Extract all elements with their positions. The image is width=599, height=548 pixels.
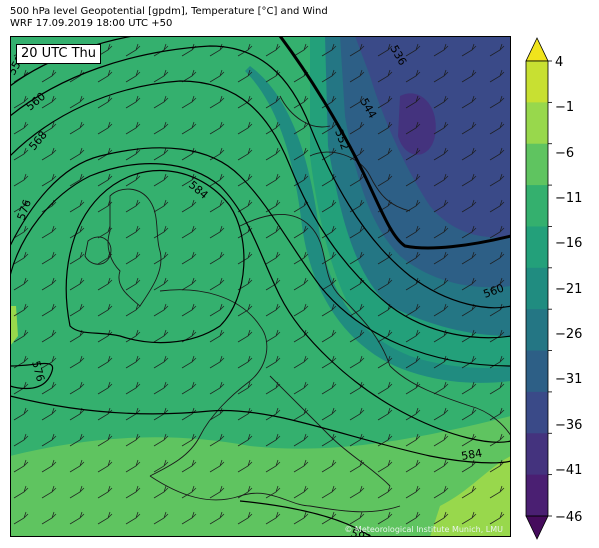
colorbar-ticks: 4 −1 −6 −11 −16 −21 −26 −31 −36 −41 −46 xyxy=(555,55,582,525)
colorbar-segments xyxy=(525,37,552,540)
colorbar-canvas: 4 −1 −6 −11 −16 −21 −26 −31 −36 −41 −46 xyxy=(525,37,582,540)
colorbar-band xyxy=(526,61,548,103)
colorbar-band xyxy=(526,143,548,186)
colorbar-tick-label: −41 xyxy=(555,463,582,478)
colorbar-extend-max xyxy=(525,37,549,62)
colorbar-tick-label: −6 xyxy=(555,146,574,161)
map-title: 500 hPa level Geopotential [gpdm], Tempe… xyxy=(10,6,328,17)
contour-label: 576 xyxy=(29,359,47,383)
colorbar: 4 −1 −6 −11 −16 −21 −26 −31 −36 −41 −46 xyxy=(520,36,599,541)
colorbar-tick-label: −1 xyxy=(555,100,574,115)
colorbar-band xyxy=(526,350,548,393)
colorbar-band xyxy=(526,267,548,310)
colorbar-tick-label: 4 xyxy=(555,55,563,70)
map-subtitle: WRF 17.09.2019 18:00 UTC +50 xyxy=(10,18,173,29)
colorbar-band xyxy=(526,102,548,145)
colorbar-extend-min xyxy=(525,515,549,540)
colorbar-tick-label: −26 xyxy=(555,327,582,342)
colorbar-band xyxy=(526,226,548,269)
map-canvas: 552 560 568 576 584 552 544 536 560 576 … xyxy=(10,36,511,537)
colorbar-band xyxy=(526,185,548,227)
colorbar-tick-label: −21 xyxy=(555,282,582,297)
colorbar-tick-label: −46 xyxy=(555,510,582,525)
colorbar-band xyxy=(526,391,548,434)
thick-contour-552 xyxy=(278,36,511,250)
time-badge: 20 UTC Thu xyxy=(16,44,101,64)
weather-map: 552 560 568 576 584 552 544 536 560 576 … xyxy=(10,36,511,537)
map-title-block: 500 hPa level Geopotential [gpdm], Tempe… xyxy=(10,6,328,30)
colorbar-tick-label: −16 xyxy=(555,236,582,251)
wind-barbs xyxy=(10,36,511,537)
colorbar-band xyxy=(526,474,548,517)
map-border xyxy=(10,36,511,537)
colorbar-frame xyxy=(525,60,549,517)
geopotential-contours xyxy=(10,36,511,537)
contour-label: 592 xyxy=(349,527,373,537)
colorbar-tick-label: −36 xyxy=(555,418,582,433)
colorbar-tick-label: −11 xyxy=(555,191,582,206)
colorbar-band xyxy=(526,433,548,476)
coastlines xyxy=(84,95,511,513)
credit-text: © Meteorological Institute Munich, LMU xyxy=(344,525,503,534)
colorbar-band xyxy=(526,309,548,352)
colorbar-tick-label: −31 xyxy=(555,372,582,387)
contour-label: 584 xyxy=(460,447,483,463)
